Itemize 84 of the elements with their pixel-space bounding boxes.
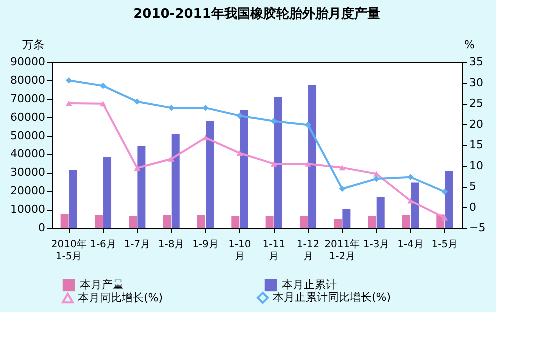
point xyxy=(305,122,312,128)
y2-tick-label: 35 xyxy=(470,56,484,68)
y2-axis-title: % xyxy=(464,38,475,52)
bar xyxy=(206,121,214,228)
y2-tick-label: 15 xyxy=(470,138,484,152)
point xyxy=(168,156,175,162)
point xyxy=(134,98,141,105)
point xyxy=(100,101,106,107)
bar xyxy=(129,216,138,228)
y-tick-label: 0 xyxy=(38,222,46,234)
point xyxy=(408,198,414,204)
bar xyxy=(197,215,206,228)
point xyxy=(373,176,380,182)
chart-title: 2010-2011年我国橡胶轮胎外胎月度产量 xyxy=(134,6,380,22)
point xyxy=(270,161,278,167)
legend-label: 本月同比增长(%) xyxy=(78,291,164,304)
y-tick-label: 90000 xyxy=(10,56,46,68)
bar xyxy=(300,216,308,228)
point xyxy=(202,135,209,141)
y2-tick-label: 20 xyxy=(470,118,484,131)
bar xyxy=(334,219,342,228)
bar xyxy=(104,157,112,228)
y2-tick-label: 0 xyxy=(470,200,476,214)
point xyxy=(442,188,448,196)
y-tick-label: 70000 xyxy=(10,92,46,106)
point xyxy=(66,78,72,84)
y-tick-label: 50000 xyxy=(10,129,46,142)
x-tick-label: 1-11 月 xyxy=(262,240,286,262)
x-tick-label: 1-9月 xyxy=(192,240,219,250)
bar xyxy=(308,85,317,228)
x-tick-label: 2010年 1-5月 xyxy=(51,238,87,262)
point xyxy=(442,215,448,221)
point xyxy=(66,100,72,106)
y-tick-label: 20000 xyxy=(10,184,46,198)
y2-tick-label: 10 xyxy=(470,159,484,172)
point xyxy=(236,112,244,120)
x-tick-label: 1-4月 xyxy=(398,240,424,250)
x-tick-label: 2011年 1-2月 xyxy=(324,238,360,262)
bar xyxy=(94,215,103,228)
bar xyxy=(368,216,376,228)
y-tick-label: 60000 xyxy=(10,110,46,124)
legend-label: 本月止累计 xyxy=(282,278,337,292)
x-tick-label: 1-7月 xyxy=(124,240,151,250)
bar xyxy=(240,110,248,228)
bar xyxy=(274,97,282,228)
y-tick-label: 10000 xyxy=(10,203,46,216)
point xyxy=(168,104,175,112)
y2-tick-label: −5 xyxy=(470,222,486,234)
bar xyxy=(69,170,78,228)
bar xyxy=(163,215,172,228)
point xyxy=(305,161,312,167)
bar xyxy=(172,134,180,228)
point xyxy=(134,166,141,171)
x-tick-label: 1-6月 xyxy=(90,240,116,250)
point xyxy=(100,82,106,90)
x-tick-label: 1-3月 xyxy=(363,240,390,250)
y2-tick-label: 5 xyxy=(470,180,476,193)
bar xyxy=(266,216,274,228)
bar xyxy=(138,146,146,228)
y-tick-label: 30000 xyxy=(10,166,46,180)
point xyxy=(408,174,414,181)
y-tick-label: 80000 xyxy=(10,74,46,87)
point xyxy=(236,150,244,156)
y2-tick-label: 25 xyxy=(470,97,484,110)
point xyxy=(270,118,278,125)
bar xyxy=(402,215,410,228)
bar xyxy=(411,182,420,228)
point xyxy=(339,165,346,171)
y2-tick-label: 30 xyxy=(470,76,484,90)
x-tick-label: 1-10 月 xyxy=(228,240,252,262)
x-tick-label: 1-12 月 xyxy=(296,240,320,262)
bar xyxy=(232,216,240,228)
point xyxy=(339,186,346,192)
x-tick-label: 1-5月 xyxy=(432,240,458,250)
bar xyxy=(376,197,385,228)
bar xyxy=(60,214,69,228)
bar xyxy=(342,209,351,228)
x-tick-label: 1-8月 xyxy=(158,240,185,250)
legend-label: 本月止累计同比增长(%) xyxy=(273,291,392,304)
y-axis-title: 万条 xyxy=(22,38,44,52)
y-tick-label: 40000 xyxy=(10,148,46,161)
point xyxy=(202,104,209,112)
bar xyxy=(445,171,454,228)
legend-label: 本月产量 xyxy=(80,278,124,292)
